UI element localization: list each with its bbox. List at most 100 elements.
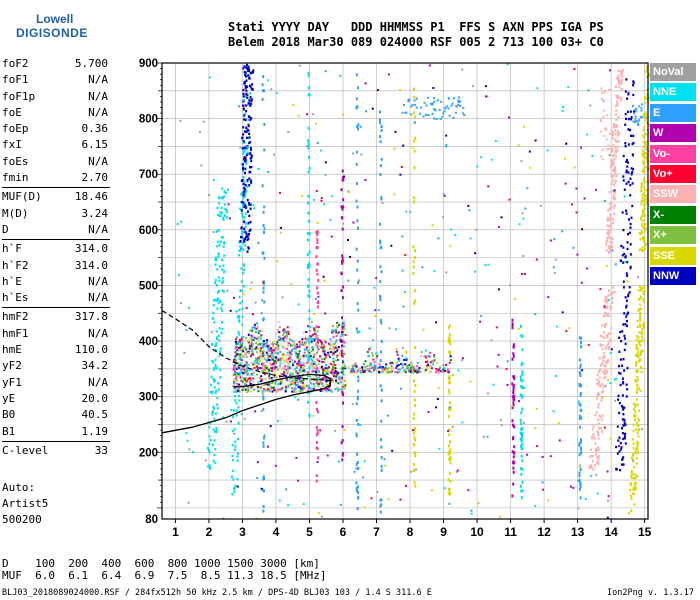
- echo-point: [641, 196, 644, 200]
- echo-point: [315, 425, 318, 429]
- echo-point: [337, 332, 339, 335]
- echo-point: [334, 364, 337, 367]
- echo-point: [248, 77, 251, 80]
- echo-point: [639, 216, 642, 220]
- echo-point: [620, 78, 623, 81]
- echo-point: [512, 403, 515, 407]
- echo-point: [640, 190, 643, 193]
- echo-point: [301, 388, 304, 391]
- echo-point: [608, 225, 611, 228]
- echo-point: [344, 366, 347, 368]
- echo-point: [604, 127, 607, 130]
- echo-point: [632, 488, 635, 491]
- echo-point: [321, 383, 324, 385]
- echo-point: [457, 99, 460, 102]
- echo-point: [330, 377, 332, 380]
- echo-point: [608, 231, 611, 234]
- echo-point: [264, 388, 267, 391]
- echo-point: [520, 363, 523, 367]
- echo-point: [433, 270, 436, 273]
- echo-point: [404, 363, 407, 366]
- echo-point: [341, 227, 344, 231]
- echo-point: [380, 464, 383, 468]
- echo-point: [459, 105, 462, 108]
- echo-point: [305, 355, 308, 358]
- echo-point: [632, 93, 635, 97]
- echo-point: [646, 157, 648, 160]
- echo-point: [573, 166, 576, 169]
- echo-point: [286, 351, 289, 354]
- param-row: D N/A: [2, 222, 110, 238]
- echo-point: [315, 246, 318, 250]
- echo-point: [603, 100, 606, 103]
- echo-point: [357, 379, 360, 383]
- echo-point: [248, 203, 251, 206]
- echo-point: [429, 102, 432, 105]
- echo-point: [240, 345, 243, 348]
- echo-point: [596, 373, 599, 377]
- echo-point: [262, 509, 265, 513]
- echo-point: [449, 355, 452, 358]
- echo-point: [333, 352, 336, 355]
- echo-point: [636, 369, 639, 372]
- echo-point: [342, 198, 345, 202]
- echo-point: [541, 455, 544, 458]
- param-value: 34.2: [81, 359, 109, 373]
- echo-point: [246, 67, 249, 70]
- echo-point: [283, 353, 286, 356]
- echo-point: [223, 190, 226, 194]
- echo-point: [281, 352, 284, 355]
- echo-point: [341, 207, 344, 211]
- echo-point: [341, 425, 344, 429]
- echo-point: [208, 442, 211, 446]
- echo-point: [512, 390, 515, 394]
- echo-point: [616, 97, 619, 100]
- echo-point: [609, 352, 612, 354]
- echo-point: [571, 203, 574, 206]
- echo-point: [287, 333, 290, 335]
- echo-point: [240, 344, 243, 347]
- echo-point: [241, 169, 244, 173]
- echo-point: [520, 324, 522, 328]
- echo-point: [580, 341, 582, 345]
- echo-point: [263, 340, 266, 342]
- echo-point: [316, 335, 319, 338]
- echo-point: [449, 455, 452, 459]
- echo-point: [512, 401, 515, 405]
- echo-point: [281, 373, 284, 376]
- echo-point: [257, 381, 260, 384]
- echo-point: [317, 382, 320, 385]
- echo-point: [277, 344, 280, 347]
- echo-point: [572, 486, 575, 489]
- echo-point: [208, 451, 211, 454]
- echo-point: [234, 355, 237, 358]
- echo-point: [512, 388, 515, 392]
- echo-point: [270, 386, 273, 389]
- echo-point: [263, 370, 266, 373]
- echo-point: [364, 360, 367, 363]
- echo-point: [216, 337, 218, 341]
- echo-point: [363, 369, 366, 372]
- echo-point: [368, 367, 371, 370]
- echo-point: [635, 462, 638, 465]
- echo-point: [469, 237, 472, 240]
- echo-point: [240, 336, 243, 339]
- echo-point: [608, 207, 611, 211]
- echo-point: [293, 344, 296, 347]
- echo-point: [245, 79, 248, 82]
- echo-point: [416, 368, 419, 371]
- echo-point: [238, 333, 241, 336]
- echo-point: [401, 235, 404, 238]
- echo-point: [242, 163, 244, 166]
- echo-point: [215, 330, 218, 333]
- echo-point: [642, 212, 645, 215]
- echo-point: [513, 377, 516, 381]
- echo-point: [508, 284, 511, 287]
- echo-point: [370, 364, 373, 367]
- echo-point: [245, 63, 248, 67]
- echo-point: [635, 107, 638, 110]
- echo-point: [611, 249, 614, 252]
- echo-point: [594, 464, 596, 467]
- echo-point: [388, 370, 391, 373]
- echo-point: [232, 368, 235, 371]
